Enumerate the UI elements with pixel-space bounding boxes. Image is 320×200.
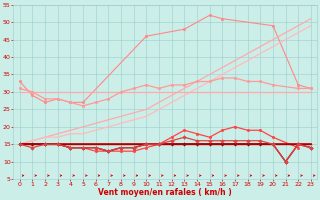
X-axis label: Vent moyen/en rafales ( km/h ): Vent moyen/en rafales ( km/h ) <box>99 188 232 197</box>
